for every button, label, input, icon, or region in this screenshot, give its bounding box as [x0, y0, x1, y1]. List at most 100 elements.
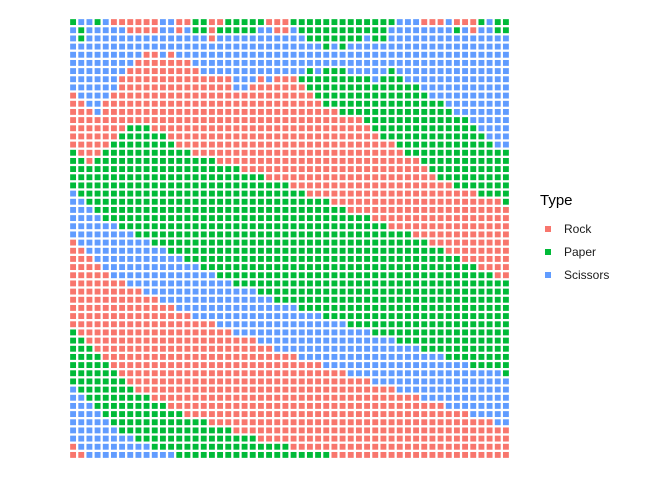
- tile-paper: [192, 419, 199, 426]
- tile-scissors: [94, 223, 101, 230]
- tile-paper: [364, 84, 371, 91]
- tile-rock: [249, 149, 256, 156]
- tile-rock: [347, 141, 354, 148]
- tile-rock: [486, 247, 493, 254]
- tile-rock: [290, 117, 297, 124]
- tile-rock: [159, 378, 166, 385]
- tile-rock: [249, 84, 256, 91]
- tile-paper: [413, 92, 420, 99]
- tile-scissors: [233, 43, 240, 50]
- tile-scissors: [168, 272, 175, 279]
- tile-scissors: [486, 68, 493, 75]
- tile-paper: [200, 190, 207, 197]
- tile-rock: [470, 419, 477, 426]
- tile-paper: [462, 353, 469, 360]
- tile-rock: [298, 84, 305, 91]
- tile-paper: [151, 174, 158, 181]
- tile-rock: [257, 345, 264, 352]
- tile-rock: [470, 443, 477, 450]
- tile-rock: [437, 443, 444, 450]
- tile-scissors: [143, 288, 150, 295]
- tile-scissors: [233, 329, 240, 336]
- tile-paper: [486, 345, 493, 352]
- tile-rock: [429, 19, 436, 26]
- tile-paper: [298, 304, 305, 311]
- tile-paper: [364, 92, 371, 99]
- tile-scissors: [404, 19, 411, 26]
- tile-rock: [282, 394, 289, 401]
- tile-paper: [200, 198, 207, 205]
- tile-rock: [266, 370, 273, 377]
- tile-rock: [380, 394, 387, 401]
- tile-scissors: [70, 51, 77, 58]
- tile-scissors: [110, 35, 117, 42]
- tile-rock: [143, 84, 150, 91]
- tile-rock: [306, 378, 313, 385]
- tile-rock: [119, 19, 126, 26]
- tile-paper: [429, 166, 436, 173]
- tile-paper: [380, 304, 387, 311]
- tile-paper: [437, 296, 444, 303]
- tile-paper: [143, 411, 150, 418]
- tile-paper: [502, 288, 509, 295]
- tile-scissors: [429, 51, 436, 58]
- tile-paper: [127, 125, 134, 132]
- tile-rock: [445, 247, 452, 254]
- tile-rock: [249, 125, 256, 132]
- tile-scissors: [176, 280, 183, 287]
- tile-rock: [298, 149, 305, 156]
- tile-rock: [208, 133, 215, 140]
- tile-rock: [266, 19, 273, 26]
- tile-rock: [274, 76, 281, 83]
- tile-rock: [184, 84, 191, 91]
- tile-paper: [462, 329, 469, 336]
- tile-rock: [396, 411, 403, 418]
- tile-paper: [323, 27, 330, 34]
- tile-paper: [445, 280, 452, 287]
- tile-rock: [225, 125, 232, 132]
- tile-rock: [192, 370, 199, 377]
- tile-paper: [372, 264, 379, 271]
- tile-rock: [257, 411, 264, 418]
- tile-scissors: [478, 402, 485, 409]
- tile-paper: [494, 19, 501, 26]
- tile-paper: [388, 92, 395, 99]
- tile-scissors: [94, 100, 101, 107]
- tile-paper: [347, 304, 354, 311]
- tile-rock: [404, 443, 411, 450]
- tile-rock: [119, 92, 126, 99]
- tile-paper: [413, 100, 420, 107]
- tile-rock: [208, 411, 215, 418]
- tile-rock: [176, 345, 183, 352]
- tile-rock: [143, 27, 150, 34]
- tile-rock: [421, 411, 428, 418]
- tile-paper: [274, 288, 281, 295]
- tile-rock: [290, 411, 297, 418]
- tile-scissors: [151, 255, 158, 262]
- tile-scissors: [437, 353, 444, 360]
- tile-scissors: [413, 68, 420, 75]
- tile-rock: [282, 174, 289, 181]
- tile-paper: [119, 133, 126, 140]
- tile-paper: [176, 411, 183, 418]
- tile-scissors: [102, 84, 109, 91]
- tile-paper: [486, 174, 493, 181]
- tile-paper: [445, 141, 452, 148]
- tile-paper: [453, 133, 460, 140]
- tile-scissors: [445, 92, 452, 99]
- tile-scissors: [339, 362, 346, 369]
- tile-paper: [380, 223, 387, 230]
- tile-paper: [404, 280, 411, 287]
- tile-paper: [274, 272, 281, 279]
- tile-rock: [257, 84, 264, 91]
- tile-rock: [192, 394, 199, 401]
- tile-paper: [462, 280, 469, 287]
- tile-rock: [94, 321, 101, 328]
- tile-rock: [217, 133, 224, 140]
- tile-rock: [143, 59, 150, 66]
- tile-rock: [102, 321, 109, 328]
- tile-scissors: [257, 68, 264, 75]
- tile-rock: [200, 337, 207, 344]
- tile-paper: [208, 223, 215, 230]
- tile-rock: [290, 386, 297, 393]
